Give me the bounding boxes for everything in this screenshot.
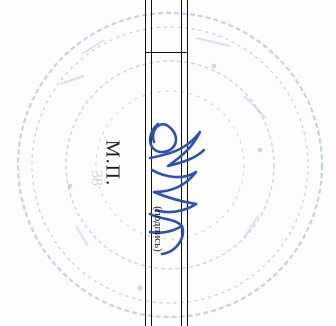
form-row-line bbox=[145, 52, 187, 53]
stamp-center-number: 38 bbox=[88, 170, 105, 186]
form-column-line bbox=[151, 0, 152, 326]
signature-caption: (подпись) bbox=[152, 206, 164, 252]
form-column-line bbox=[145, 0, 146, 326]
form-column-line bbox=[187, 0, 188, 326]
